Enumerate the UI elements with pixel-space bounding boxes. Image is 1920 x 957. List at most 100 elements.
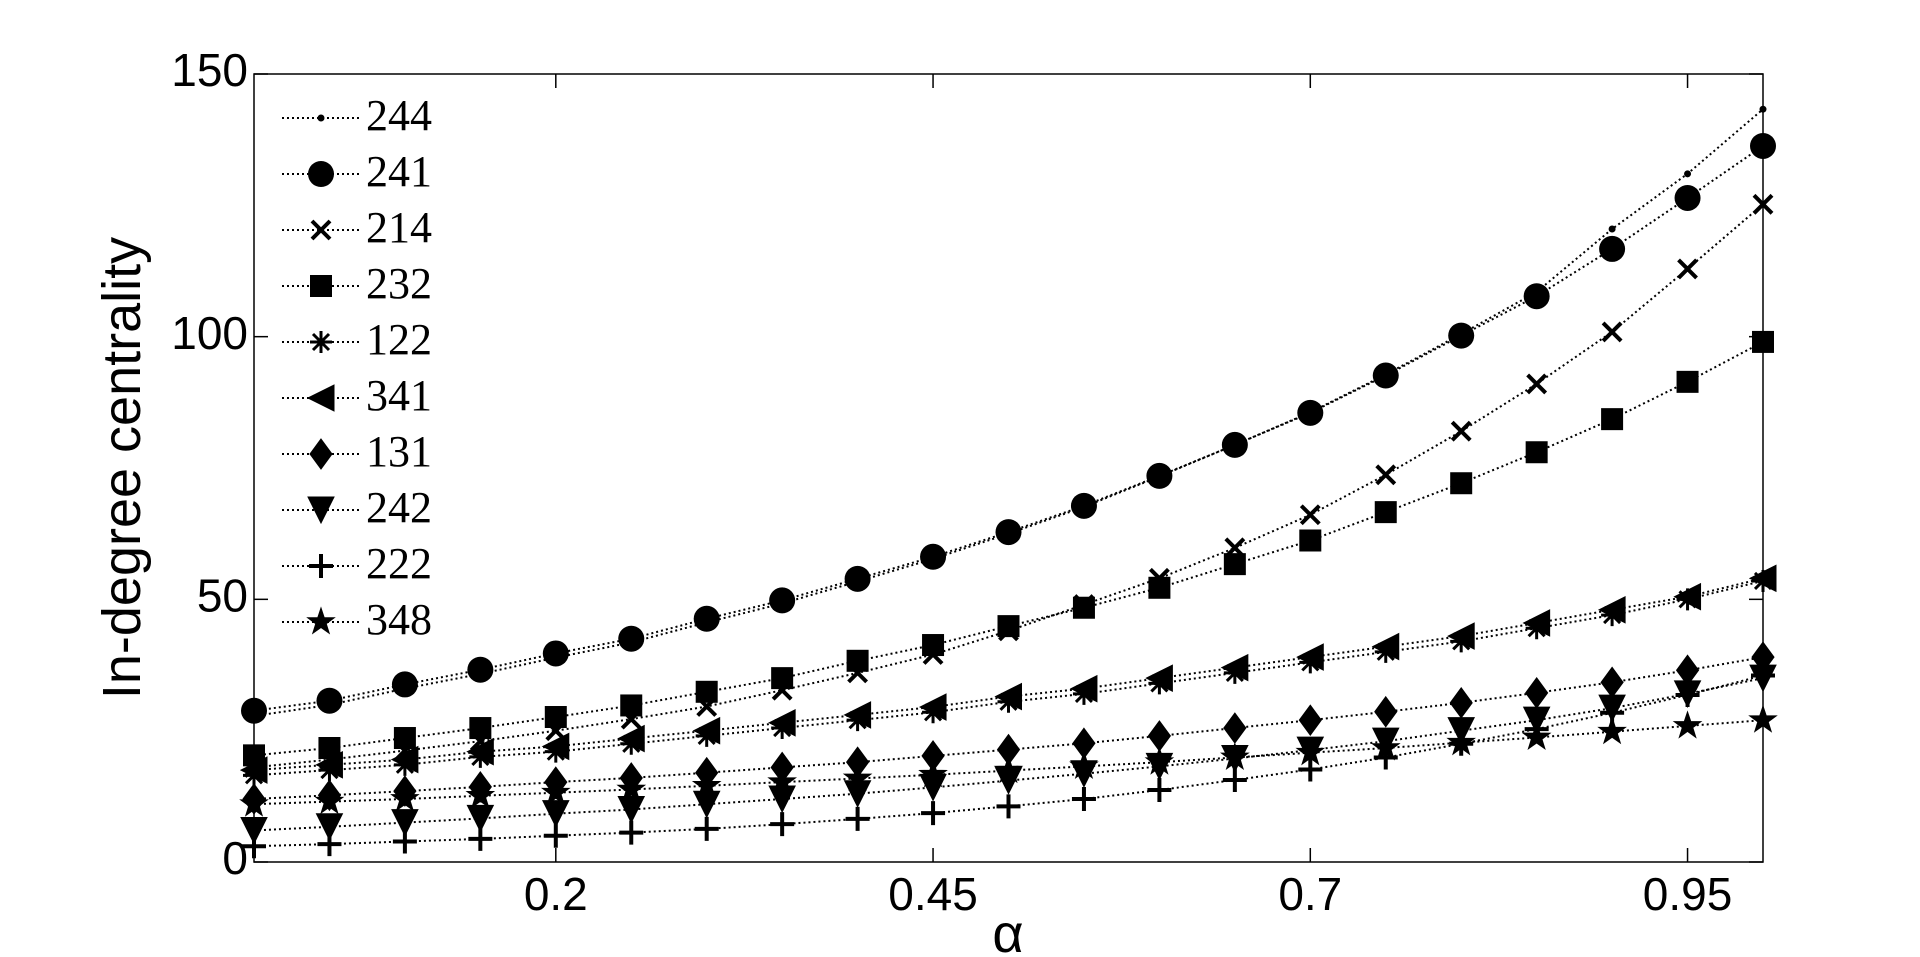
legend-marker — [307, 496, 335, 525]
legend-label: 131 — [366, 427, 432, 476]
marker — [1450, 472, 1473, 495]
marker — [770, 812, 795, 837]
marker — [542, 640, 569, 667]
legend: 244 241 214 232 122 341 131 242 222 348 — [282, 91, 432, 644]
marker — [767, 766, 797, 795]
marker — [996, 794, 1021, 819]
marker — [619, 820, 644, 845]
marker — [239, 788, 269, 817]
marker — [1608, 225, 1616, 233]
marker — [1375, 464, 1397, 486]
legend-marker — [310, 219, 332, 241]
x-tick-label: 0.95 — [1643, 868, 1733, 920]
marker — [1148, 576, 1171, 599]
marker — [618, 625, 645, 652]
marker — [1071, 786, 1096, 811]
marker — [695, 680, 718, 703]
marker — [541, 800, 570, 828]
marker — [1684, 170, 1692, 178]
legend-label: 242 — [366, 483, 432, 532]
legend-marker — [306, 606, 336, 635]
marker — [1677, 258, 1698, 280]
marker — [1370, 732, 1401, 761]
marker — [242, 834, 266, 859]
marker — [467, 656, 494, 683]
y-tick-label: 0 — [222, 832, 248, 884]
series-line — [253, 579, 1764, 777]
marker — [392, 829, 417, 854]
marker — [1374, 501, 1397, 524]
marker — [1750, 132, 1776, 159]
marker — [1676, 370, 1699, 393]
marker — [1597, 596, 1626, 624]
marker — [997, 615, 1020, 638]
series-markers — [239, 564, 1777, 784]
legend-marker — [310, 275, 332, 297]
marker — [465, 780, 496, 809]
marker — [1296, 643, 1324, 671]
marker — [543, 823, 568, 848]
marker — [1672, 710, 1703, 739]
y-tick-label: 150 — [171, 44, 248, 96]
marker — [1521, 721, 1552, 751]
marker — [768, 708, 796, 737]
legend-marker — [308, 161, 334, 187]
marker — [920, 543, 947, 570]
marker — [241, 697, 267, 724]
marker — [315, 813, 344, 841]
marker — [771, 667, 794, 690]
marker — [1297, 399, 1324, 426]
marker — [1601, 408, 1624, 431]
marker — [1674, 184, 1701, 211]
marker — [544, 706, 567, 729]
marker — [1748, 564, 1777, 593]
marker — [1522, 609, 1551, 637]
marker — [315, 751, 343, 779]
marker — [1447, 622, 1475, 650]
marker — [693, 605, 720, 632]
marker — [1759, 105, 1767, 113]
marker — [541, 732, 570, 761]
marker — [317, 832, 342, 857]
marker — [842, 762, 873, 792]
marker — [314, 786, 345, 815]
legend-marker — [309, 554, 333, 578]
marker — [1374, 695, 1398, 728]
marker — [617, 795, 646, 824]
marker — [541, 777, 571, 806]
marker — [1748, 704, 1778, 733]
marker — [1221, 431, 1248, 458]
marker — [1371, 632, 1400, 661]
marker — [240, 816, 268, 845]
marker — [1446, 727, 1476, 756]
marker — [390, 783, 420, 812]
legend-label: 341 — [366, 371, 432, 420]
marker — [1069, 750, 1099, 779]
marker — [1298, 757, 1323, 782]
marker — [1069, 674, 1098, 703]
marker — [1599, 235, 1626, 262]
marker — [921, 801, 946, 826]
marker — [1372, 362, 1399, 389]
marker — [1295, 737, 1326, 766]
marker — [1526, 373, 1548, 395]
x-tick-label: 0.7 — [1278, 868, 1342, 920]
marker — [466, 737, 494, 766]
marker — [1675, 682, 1700, 707]
legend-label: 348 — [366, 595, 432, 644]
marker — [692, 716, 721, 745]
legend-label: 122 — [366, 315, 432, 364]
marker — [844, 565, 871, 592]
marker — [393, 727, 416, 750]
marker — [1525, 441, 1548, 464]
marker — [391, 671, 418, 698]
legend-marker — [309, 438, 333, 470]
x-tick-label: 0.2 — [524, 868, 588, 920]
marker — [617, 724, 645, 753]
marker — [922, 634, 945, 657]
marker — [694, 816, 719, 841]
marker — [1597, 716, 1627, 745]
marker — [1299, 504, 1321, 526]
